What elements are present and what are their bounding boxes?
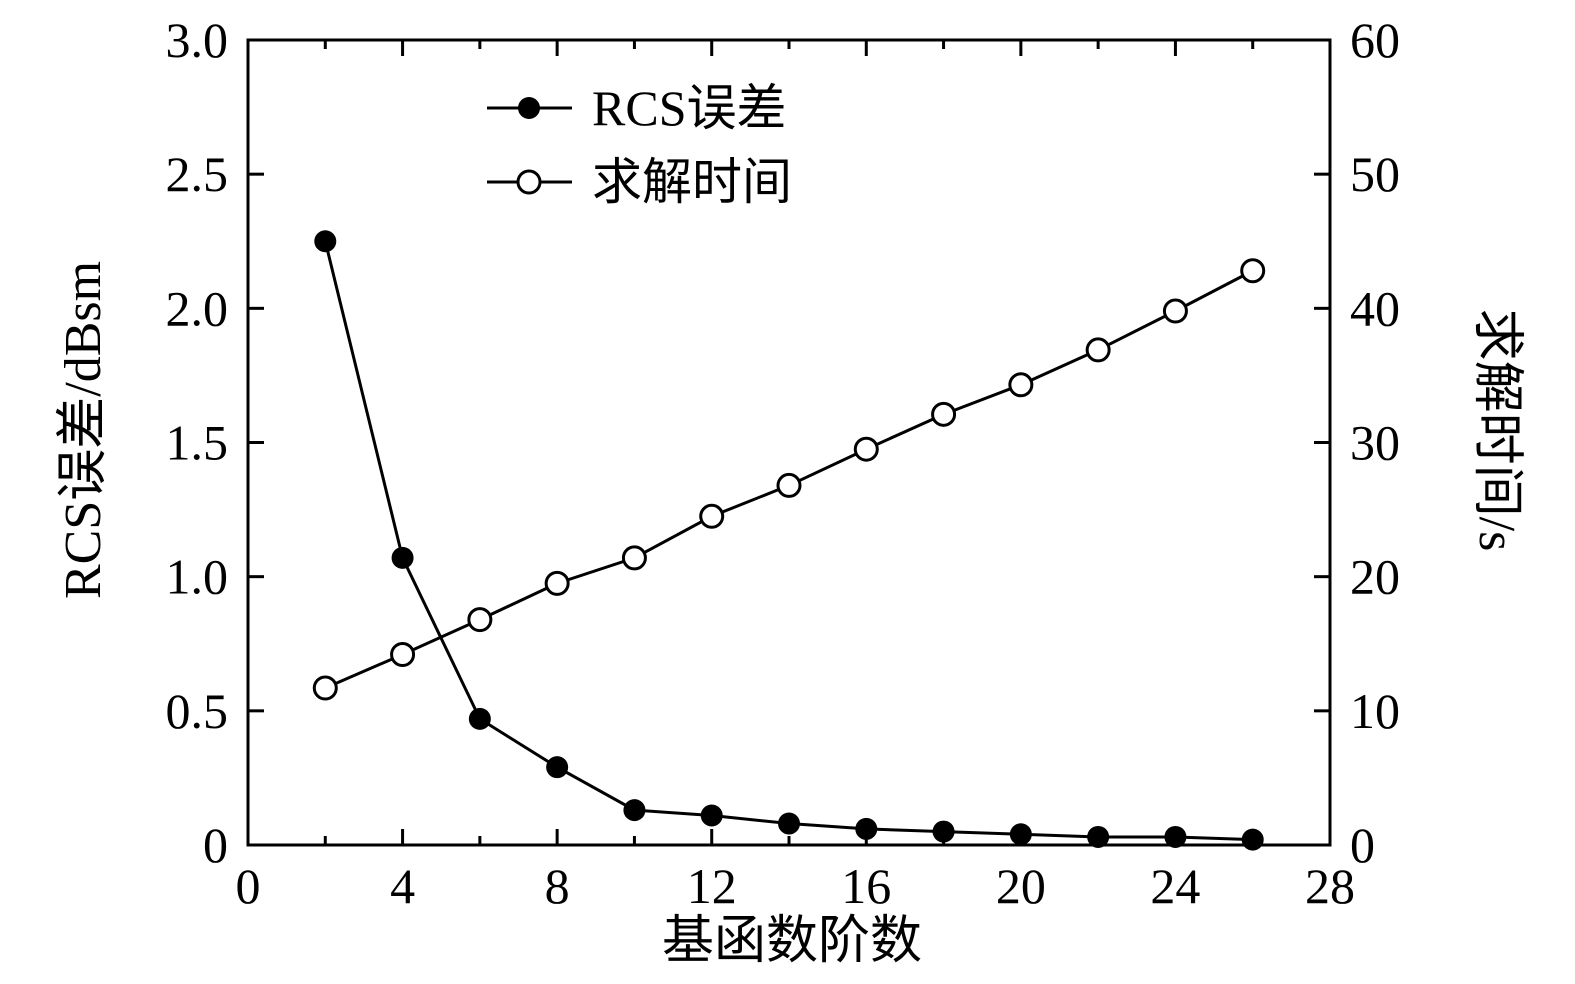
y-right-tick-label: 60 bbox=[1350, 12, 1400, 68]
filled-marker bbox=[778, 812, 800, 835]
x-tick-label: 24 bbox=[1150, 858, 1200, 914]
y-right-tick-label: 40 bbox=[1350, 280, 1400, 336]
y-right-tick-label: 20 bbox=[1350, 549, 1400, 605]
filled-marker bbox=[932, 820, 955, 843]
filled-marker bbox=[314, 230, 337, 253]
open-marker bbox=[1008, 372, 1034, 398]
y-left-tick-label: 2.5 bbox=[166, 146, 229, 202]
open-marker bbox=[1240, 258, 1266, 284]
y-right-tick-label: 10 bbox=[1350, 683, 1400, 739]
y-left-tick-label: 2.0 bbox=[166, 280, 229, 336]
y-left-tick-label: 1.5 bbox=[166, 415, 229, 471]
filled-marker bbox=[700, 804, 723, 827]
y-left-tick-label: 1.0 bbox=[166, 549, 229, 605]
filled-marker bbox=[855, 817, 878, 840]
x-tick-label: 12 bbox=[687, 858, 737, 914]
y-left-tick-label: 0 bbox=[203, 817, 228, 873]
x-tick-label: 20 bbox=[996, 858, 1046, 914]
y-right-tick-label: 50 bbox=[1350, 146, 1400, 202]
open-marker bbox=[312, 675, 338, 701]
x-tick-label: 28 bbox=[1305, 858, 1355, 914]
y-left-tick-label: 3.0 bbox=[166, 12, 229, 68]
x-tick-label: 16 bbox=[841, 858, 891, 914]
y-left-tick-label: 0.5 bbox=[166, 683, 229, 739]
filled-marker bbox=[1009, 823, 1032, 846]
y-right-tick-label: 0 bbox=[1350, 817, 1375, 873]
open-marker bbox=[1162, 298, 1188, 324]
open-marker bbox=[931, 401, 957, 427]
filled-marker bbox=[1164, 825, 1187, 848]
x-tick-label: 4 bbox=[390, 858, 415, 914]
open-marker bbox=[621, 545, 647, 571]
x-tick-label: 0 bbox=[236, 858, 261, 914]
open-marker bbox=[390, 641, 416, 667]
legend-marker-1 bbox=[516, 169, 542, 195]
open-marker bbox=[1085, 337, 1111, 363]
left-axis-title: RCS误差/dBsm bbox=[55, 261, 112, 599]
y-right-tick-label: 30 bbox=[1350, 415, 1400, 471]
plot-area: 0 4 8 12 16 20 24 2800.51.01.52.02.53.001020304… bbox=[166, 12, 1401, 914]
right-axis-title: 求解时间/s bbox=[1468, 309, 1525, 552]
filled-marker bbox=[468, 707, 491, 730]
open-marker bbox=[853, 436, 879, 462]
x-tick-label: 8 bbox=[545, 858, 570, 914]
filled-marker bbox=[546, 756, 569, 779]
filled-marker bbox=[391, 546, 414, 569]
open-marker bbox=[544, 570, 570, 596]
open-marker bbox=[776, 472, 802, 498]
open-marker bbox=[467, 607, 493, 633]
open-marker bbox=[699, 503, 725, 529]
legend-label-rcs-error: RCS误差 bbox=[592, 80, 787, 136]
legend-label-solve-time: 求解时间 bbox=[592, 154, 792, 210]
series-line-0 bbox=[323, 240, 1253, 842]
filled-marker bbox=[1241, 828, 1264, 851]
legend-marker-0 bbox=[518, 97, 540, 119]
filled-marker bbox=[623, 799, 646, 822]
filled-marker bbox=[1087, 825, 1110, 848]
x-axis-title: 基函数阶数 bbox=[662, 913, 922, 970]
